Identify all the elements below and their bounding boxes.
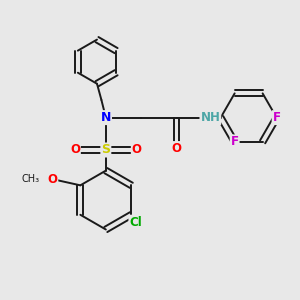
Text: O: O bbox=[132, 143, 142, 157]
Text: F: F bbox=[273, 111, 280, 124]
Text: S: S bbox=[101, 143, 110, 157]
Text: CH₃: CH₃ bbox=[22, 174, 40, 184]
Text: O: O bbox=[172, 142, 182, 155]
Text: N: N bbox=[100, 111, 111, 124]
Text: O: O bbox=[70, 143, 80, 157]
Text: NH: NH bbox=[200, 111, 220, 124]
Text: Cl: Cl bbox=[129, 216, 142, 229]
Text: F: F bbox=[231, 135, 239, 148]
Text: O: O bbox=[47, 173, 57, 186]
